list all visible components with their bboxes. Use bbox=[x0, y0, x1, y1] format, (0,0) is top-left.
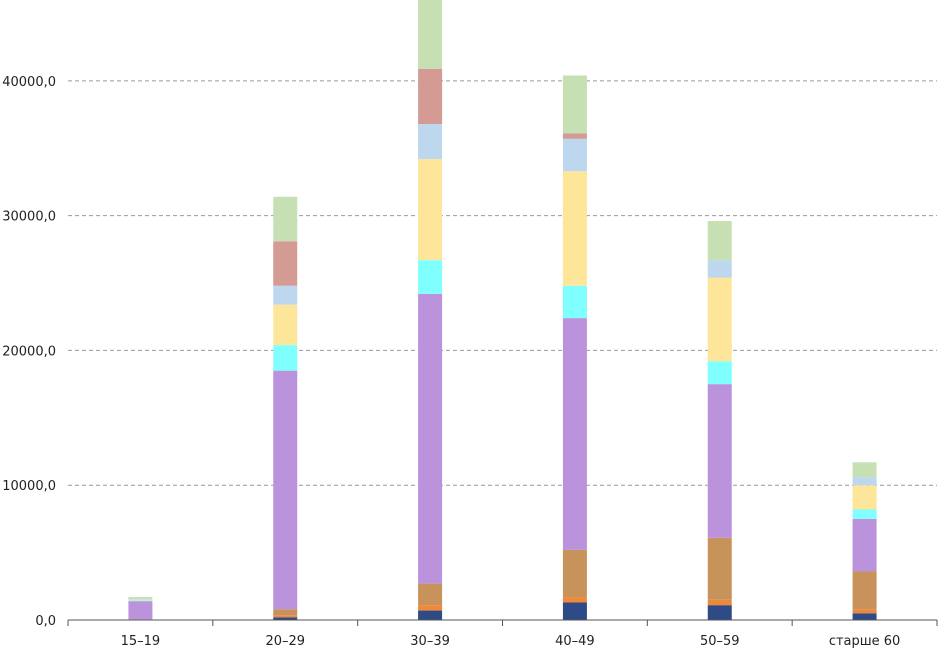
y-axis-tick-labels: 0,0 10000,0 20000,0 30000,0 40000,0 bbox=[2, 75, 56, 629]
x-tick-label: 40–49 bbox=[555, 634, 595, 649]
bar-segment bbox=[418, 583, 443, 606]
bar-segment bbox=[128, 597, 153, 600]
bar-segment bbox=[418, 293, 443, 584]
bar-segment bbox=[418, 605, 443, 611]
bar-segment bbox=[852, 462, 877, 478]
bar-segment bbox=[707, 361, 732, 385]
bar-segment bbox=[707, 221, 732, 261]
bar-segment bbox=[273, 617, 298, 620]
y-tick-label: 20000,0 bbox=[2, 344, 56, 359]
gridlines bbox=[68, 80, 937, 486]
bar-segment bbox=[273, 609, 298, 616]
y-tick-label: 40000,0 bbox=[2, 75, 56, 90]
bar-segment bbox=[273, 196, 298, 242]
bar-segment bbox=[707, 605, 732, 620]
bar-segment bbox=[852, 485, 877, 510]
bar-segment bbox=[273, 370, 298, 610]
y-tick-label: 10000,0 bbox=[2, 479, 56, 494]
bar-segment bbox=[707, 260, 732, 278]
bar-segment bbox=[418, 124, 443, 160]
bar-segment bbox=[273, 615, 298, 618]
x-tick-label: старше 60 bbox=[829, 634, 901, 649]
bar-segment bbox=[707, 599, 732, 606]
bar-segment bbox=[128, 600, 153, 602]
bars bbox=[128, 0, 877, 620]
x-axis-tick-labels: 15–19 20–29 30–39 40–49 50–59 старше 60 bbox=[121, 634, 901, 649]
bar-segment bbox=[562, 549, 587, 598]
bar-segment bbox=[418, 0, 443, 69]
bar-segment bbox=[852, 518, 877, 572]
bar-segment bbox=[852, 571, 877, 610]
x-axis bbox=[67, 619, 938, 626]
bar-segment bbox=[707, 537, 732, 600]
bar-segment bbox=[562, 318, 587, 550]
bar-segment bbox=[418, 260, 443, 294]
bar-segment bbox=[562, 597, 587, 603]
bar-segment bbox=[273, 285, 298, 305]
bar-segment bbox=[852, 613, 877, 620]
bar-segment bbox=[418, 68, 443, 124]
x-tick-label: 50–59 bbox=[700, 634, 740, 649]
bar-segment bbox=[562, 133, 587, 139]
y-tick-label: 30000,0 bbox=[2, 210, 56, 225]
bar-segment bbox=[128, 599, 153, 600]
bar-segment bbox=[273, 241, 298, 286]
x-tick-label: 20–29 bbox=[265, 634, 305, 649]
bar-segment bbox=[562, 602, 587, 620]
bar-segment bbox=[707, 384, 732, 538]
bar-segment bbox=[562, 75, 587, 134]
bar-segment bbox=[418, 159, 443, 261]
bar-segment bbox=[852, 609, 877, 614]
bar-segment bbox=[128, 599, 153, 601]
bar-segment bbox=[707, 277, 732, 362]
bar-segment bbox=[273, 345, 298, 371]
y-tick-label: 0,0 bbox=[35, 614, 56, 629]
x-tick-label: 30–39 bbox=[410, 634, 450, 649]
bar-segment bbox=[562, 138, 587, 172]
bar-segment bbox=[562, 285, 587, 319]
bar-segment bbox=[273, 304, 298, 346]
bar-segment bbox=[418, 610, 443, 620]
bar-segment bbox=[852, 477, 877, 486]
bar-segment bbox=[852, 509, 877, 519]
bar-segment bbox=[562, 171, 587, 286]
x-tick-label: 15–19 bbox=[121, 634, 161, 649]
bar-segment bbox=[128, 601, 153, 620]
